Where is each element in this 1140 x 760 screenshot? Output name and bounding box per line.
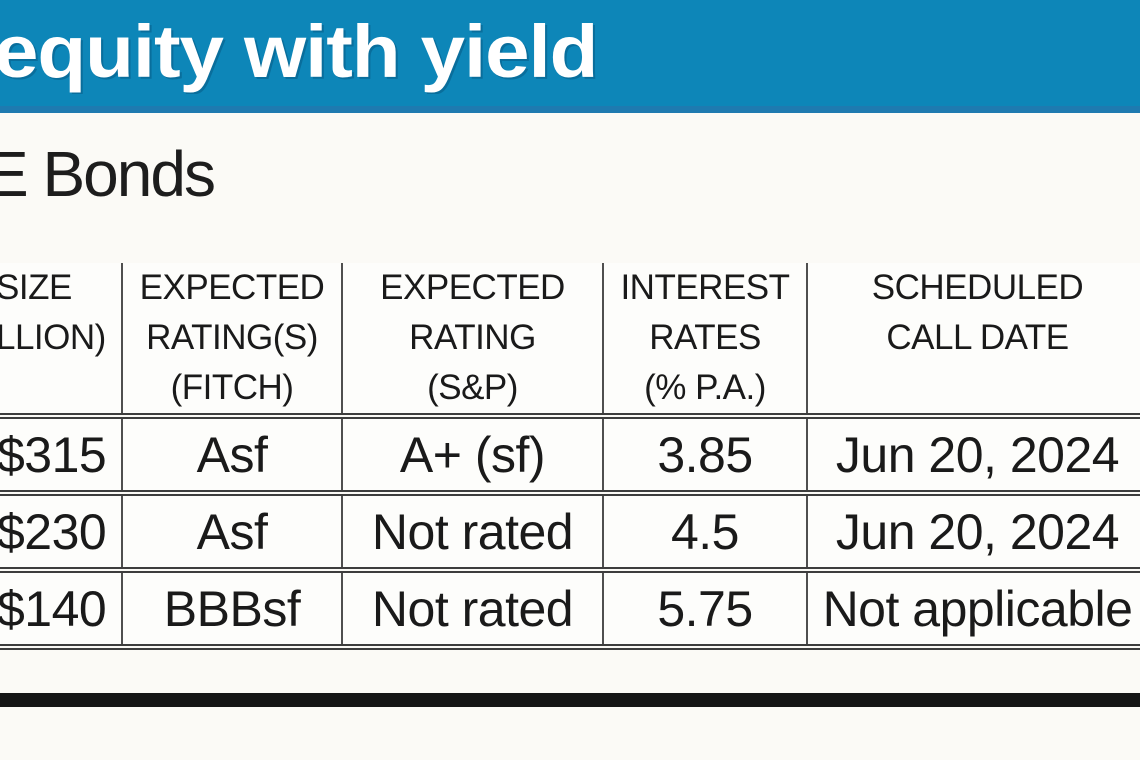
cell-call-date: Jun 20, 2024 (806, 493, 1140, 573)
cell-interest-rate: 4.5 (602, 493, 807, 573)
header-line: SCHEDULED (871, 268, 1084, 307)
col-header-size: SIZE LLION) (0, 263, 122, 419)
cell-call-date: Not applicable (806, 570, 1140, 650)
table-body: $315 Asf A+ (sf) 3.85 Jun 20, 2024 $230 … (0, 416, 1140, 650)
bottom-divider-rule (0, 693, 1140, 707)
page-title: equity with yield (0, 10, 598, 93)
header-line: EXPECTED (380, 268, 565, 307)
header-line: RATING (409, 318, 536, 357)
header-line: (S&P) (427, 368, 518, 407)
header-line: SIZE (0, 268, 72, 307)
col-header-scheduled-call-date: SCHEDULED CALL DATE (806, 263, 1140, 419)
cell-rating-fitch: Asf (121, 416, 342, 496)
header-line: LLION) (0, 318, 106, 357)
col-header-interest-rates: INTEREST RATES (% P.A.) (602, 263, 807, 419)
header-line: (FITCH) (170, 368, 294, 407)
cell-rating-fitch: BBBsf (121, 570, 342, 650)
cell-rating-fitch: Asf (121, 493, 342, 573)
header-line: RATING(S) (146, 318, 318, 357)
table-row: $315 Asf A+ (sf) 3.85 Jun 20, 2024 (0, 416, 1140, 496)
col-header-expected-rating-sp: EXPECTED RATING (S&P) (341, 263, 603, 419)
header-line: EXPECTED (139, 268, 325, 307)
table-header: SIZE LLION) EXPECTED RATING(S) (FITCH) E… (0, 263, 1140, 419)
header-row: SIZE LLION) EXPECTED RATING(S) (FITCH) E… (0, 263, 1140, 419)
section-subtitle: E Bonds (0, 138, 216, 210)
header-line: (% P.A.) (644, 368, 766, 407)
col-header-expected-rating-fitch: EXPECTED RATING(S) (FITCH) (121, 263, 342, 419)
cell-interest-rate: 3.85 (602, 416, 807, 496)
cell-size: $315 (0, 416, 122, 496)
cell-size: $230 (0, 493, 122, 573)
cell-rating-sp: Not rated (341, 493, 603, 573)
header-line: RATES (649, 318, 761, 357)
bonds-table: SIZE LLION) EXPECTED RATING(S) (FITCH) E… (0, 263, 1140, 650)
header-line: INTEREST (620, 268, 790, 307)
header-line: CALL DATE (886, 318, 1069, 357)
headline-banner: equity with yield (0, 0, 1140, 113)
cell-interest-rate: 5.75 (602, 570, 807, 650)
cell-rating-sp: Not rated (341, 570, 603, 650)
table-row: $230 Asf Not rated 4.5 Jun 20, 2024 (0, 493, 1140, 573)
cell-size: $140 (0, 570, 122, 650)
table-row: $140 BBBsf Not rated 5.75 Not applicable (0, 570, 1140, 650)
cell-rating-sp: A+ (sf) (341, 416, 603, 496)
cell-call-date: Jun 20, 2024 (806, 416, 1140, 496)
